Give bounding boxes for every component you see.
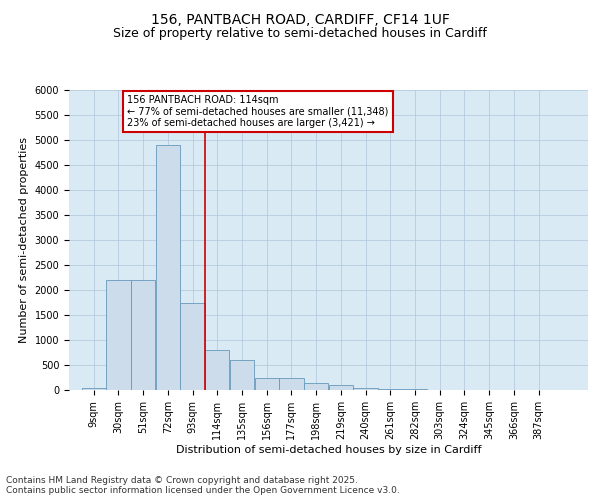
Bar bbox=[353, 388, 377, 390]
Text: Size of property relative to semi-detached houses in Cardiff: Size of property relative to semi-detach… bbox=[113, 28, 487, 40]
Bar bbox=[403, 389, 427, 390]
Y-axis label: Number of semi-detached properties: Number of semi-detached properties bbox=[19, 137, 29, 343]
Bar bbox=[378, 388, 403, 390]
Bar bbox=[280, 378, 304, 390]
Bar bbox=[131, 280, 155, 390]
Bar bbox=[156, 145, 180, 390]
Text: 156, PANTBACH ROAD, CARDIFF, CF14 1UF: 156, PANTBACH ROAD, CARDIFF, CF14 1UF bbox=[151, 12, 449, 26]
Bar bbox=[254, 378, 279, 390]
Bar bbox=[230, 360, 254, 390]
Bar bbox=[329, 385, 353, 390]
Bar bbox=[304, 382, 328, 390]
Bar bbox=[181, 302, 205, 390]
Bar bbox=[82, 388, 106, 390]
Bar bbox=[205, 350, 229, 390]
Text: 156 PANTBACH ROAD: 114sqm
← 77% of semi-detached houses are smaller (11,348)
23%: 156 PANTBACH ROAD: 114sqm ← 77% of semi-… bbox=[127, 95, 389, 128]
X-axis label: Distribution of semi-detached houses by size in Cardiff: Distribution of semi-detached houses by … bbox=[176, 444, 481, 454]
Bar bbox=[106, 280, 131, 390]
Text: Contains HM Land Registry data © Crown copyright and database right 2025.
Contai: Contains HM Land Registry data © Crown c… bbox=[6, 476, 400, 495]
